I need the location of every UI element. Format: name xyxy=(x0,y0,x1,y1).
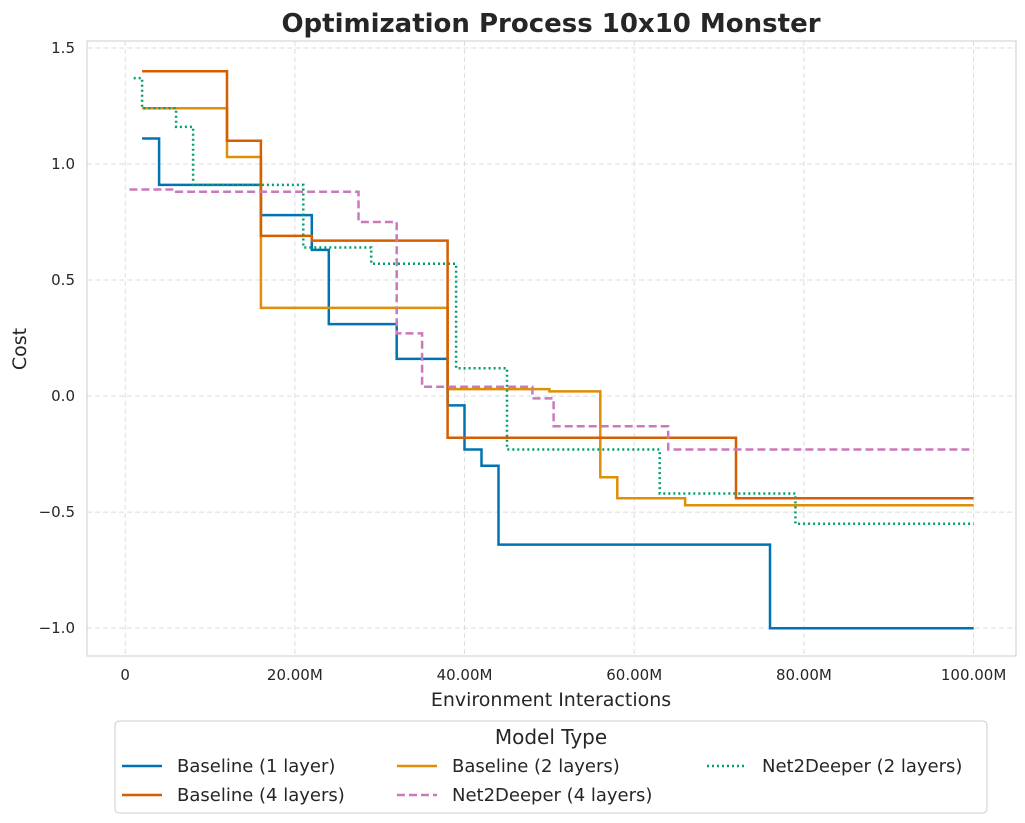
legend-label: Baseline (1 layer) xyxy=(177,756,335,777)
y-tick-label: 0.5 xyxy=(51,271,75,289)
plot-frame xyxy=(86,40,1017,657)
y-tick-label: −0.5 xyxy=(39,503,75,521)
legend-label: Baseline (2 layers) xyxy=(452,756,620,777)
y-axis-label: Cost xyxy=(9,328,31,370)
grid xyxy=(87,41,1016,656)
y-tick-label: 1.0 xyxy=(51,155,75,173)
series-line-4 xyxy=(142,69,974,500)
y-tick-label: 0.0 xyxy=(51,387,75,405)
series-line-2 xyxy=(142,107,974,507)
series-line-5 xyxy=(129,188,974,451)
x-tick-label: 100.00M xyxy=(941,666,1006,684)
legend-label: Baseline (4 layers) xyxy=(177,785,345,806)
legend-title: Model Type xyxy=(495,725,607,749)
x-tick-label: 0 xyxy=(120,666,130,684)
legend-label: Net2Deeper (2 layers) xyxy=(762,756,962,777)
series-line-3 xyxy=(133,76,974,525)
legend: Model Type Baseline (1 layer) Baseline (2… xyxy=(114,720,988,814)
y-tick-label: −1.0 xyxy=(39,619,75,637)
x-tick-label: 40.00M xyxy=(437,666,493,684)
legend-label: Net2Deeper (4 layers) xyxy=(452,785,652,806)
x-axis: 0 20.00M 40.00M 60.00M 80.00M 100.00M xyxy=(120,666,1006,684)
legend-box xyxy=(114,720,988,814)
y-tick-label: 1.5 xyxy=(51,39,75,57)
legend-items: Baseline (1 layer) Baseline (2 layers) Net… xyxy=(122,756,962,806)
series-layer xyxy=(129,69,974,630)
x-tick-label: 80.00M xyxy=(776,666,832,684)
chart-title: Optimization Process 10x10 Monster xyxy=(281,9,820,39)
x-axis-label: Environment Interactions xyxy=(431,689,671,711)
x-tick-label: 60.00M xyxy=(606,666,662,684)
x-tick-label: 20.00M xyxy=(267,666,323,684)
y-axis: −1.0 −0.5 0.0 0.5 1.0 1.5 xyxy=(39,39,75,637)
